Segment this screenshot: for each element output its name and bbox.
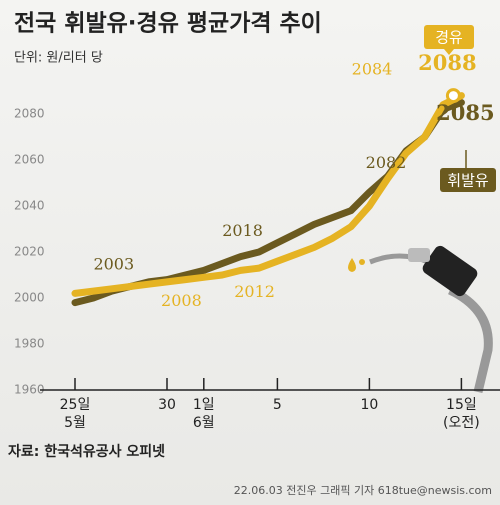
data-label: 2012	[234, 282, 275, 301]
legend-badge	[424, 25, 474, 49]
credit: 22.06.03 전진우 그래픽 기자 618tue@newsis.com	[234, 484, 492, 497]
x-tick-label: 25일 5월	[59, 397, 91, 431]
y-tick-label: 1980	[14, 337, 45, 351]
x-tick-label: 15일 (오전)	[443, 397, 480, 431]
data-label: 2008	[161, 291, 202, 310]
y-tick-label: 2080	[14, 107, 45, 121]
x-tick-label: 5	[272, 397, 282, 413]
legend-pointer	[444, 49, 454, 55]
y-tick-label: 1960	[14, 383, 45, 397]
legend-label: 휘발유	[447, 172, 489, 190]
legend-badge	[440, 168, 496, 192]
y-tick-label: 2060	[14, 153, 45, 167]
data-label: 2085	[436, 100, 494, 125]
chart-subtitle: 단위: 원/리터 당	[14, 51, 103, 66]
legend-label: 경유	[435, 29, 463, 47]
data-label: 2018	[222, 221, 263, 240]
data-label: 2082	[366, 153, 407, 172]
source: 자료: 한국석유공사 오피넷	[8, 443, 165, 460]
series-line	[71, 92, 465, 297]
chart-title: 전국 휘발유·경유 평균가격 추이	[14, 11, 322, 37]
x-tick-label: 1일 6월	[192, 397, 215, 431]
y-tick-label: 2040	[14, 199, 45, 213]
fuel-pump-icon	[348, 245, 493, 394]
x-tick-label: 10	[360, 397, 379, 413]
y-tick-label: 2020	[14, 245, 45, 259]
data-label: 2088	[418, 50, 476, 75]
end-marker	[445, 88, 461, 104]
data-label: 2084	[352, 59, 393, 78]
y-tick-label: 2000	[14, 291, 45, 305]
data-label: 2003	[93, 255, 134, 274]
x-tick-label: 30	[158, 397, 176, 413]
